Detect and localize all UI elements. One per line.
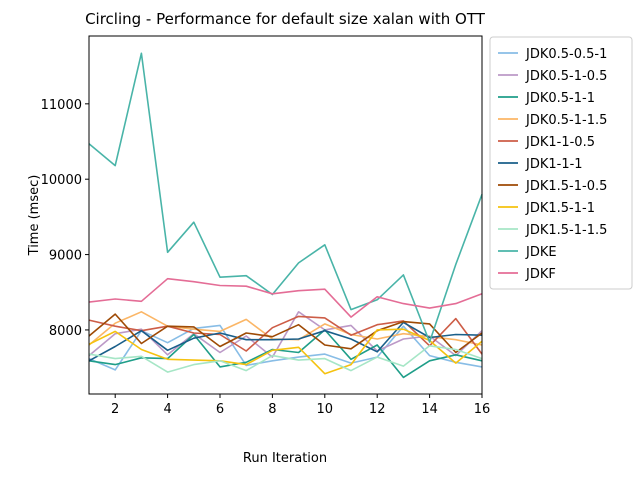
legend-label: JDK1.5-1-1 [525, 201, 595, 216]
legend-label: JDK0.5-1-1.5 [525, 113, 607, 128]
series-line-JDK1-1-1 [88, 321, 483, 362]
series-line-JDK0.5-1-1 [88, 329, 483, 379]
legend-label: JDKF [525, 267, 556, 282]
legend-box [489, 36, 633, 290]
x-tick-label: 16 [474, 402, 491, 417]
legend-label: JDK0.5-1-0.5 [525, 69, 607, 84]
legend-label: JDK0.5-0.5-1 [525, 47, 607, 62]
x-tick-label: 14 [421, 402, 438, 417]
legend-label: JDKE [525, 245, 557, 260]
y-tick-label: 10000 [41, 173, 82, 188]
x-tick-label: 8 [268, 402, 276, 417]
x-axis: 2 4 6 8 10 12 14 16 [111, 394, 490, 417]
series-line-JDK0.5-1-0.5 [88, 310, 483, 358]
legend: JDK0.5-0.5-1 JDK0.5-1-0.5 JDK0.5-1-1 JDK0.5… [489, 36, 633, 290]
legend-label: JDK1.5-1-0.5 [525, 179, 607, 194]
y-axis: 8000 9000 10000 11000 [41, 98, 89, 339]
legend-label: JDK1.5-1-1.5 [525, 223, 607, 238]
x-tick-label: 6 [216, 402, 224, 417]
series-line-JDK1-1-0.5 [88, 315, 483, 355]
x-tick-label: 10 [317, 402, 334, 417]
series-line-JDKE [88, 52, 483, 343]
y-tick-label: 9000 [49, 249, 82, 264]
chart-title: Circling - Performance for default size … [85, 10, 486, 28]
y-tick-label: 11000 [41, 98, 82, 113]
plot-lines [88, 52, 483, 379]
legend-label: JDK0.5-1-1 [525, 91, 595, 106]
x-axis-label: Run Iteration [243, 451, 327, 466]
series-line-JDK1.5-1-1.5 [88, 344, 483, 373]
y-tick-label: 8000 [49, 324, 82, 339]
x-tick-label: 12 [369, 402, 386, 417]
x-tick-label: 2 [111, 402, 119, 417]
x-tick-label: 4 [163, 402, 171, 417]
series-line-JDKF [88, 277, 483, 318]
plot-frame [88, 35, 483, 395]
series-line-JDK1.5-1-1 [88, 328, 483, 375]
legend-label: JDK1-1-1 [525, 157, 583, 172]
legend-label: JDK1-1-0.5 [525, 135, 595, 150]
y-axis-label: Time (msec) [27, 175, 42, 257]
series-line-JDK0.5-0.5-1 [88, 324, 483, 371]
series-line-JDK1.5-1-0.5 [88, 313, 483, 354]
